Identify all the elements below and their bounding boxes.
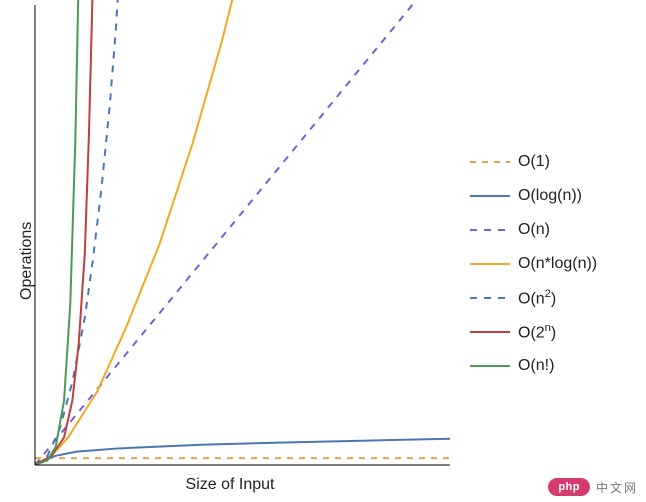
legend-swatch-onlogn [470,254,510,274]
legend-swatch-o2n [470,322,510,342]
legend-item-o2n: O(2n) [470,315,597,349]
legend-item-ologn: O(log(n)) [470,179,597,213]
legend-item-onlogn: O(n*log(n)) [470,247,597,281]
series-ologn [35,439,450,465]
legend-item-on: O(n) [470,213,597,247]
x-axis-label: Size of Input [0,476,460,494]
legend-item-o1: O(1) [470,145,597,179]
legend-item-onfact: O(n!) [470,349,597,383]
watermark-pill: php [548,478,590,496]
legend-label-onfact: O(n!) [518,357,554,375]
legend-swatch-onfact [470,356,510,376]
legend-label-o2n: O(2n) [518,322,556,342]
watermark: php 中文网 [548,478,638,496]
y-axis-label: Operations [18,222,36,300]
legend-swatch-ologn [470,186,510,206]
legend-label-o1: O(1) [518,153,550,171]
legend-label-onlogn: O(n*log(n)) [518,255,597,273]
legend-item-on2: O(n2) [470,281,597,315]
legend-label-ologn: O(log(n)) [518,187,582,205]
page-root: Operations Size of Input O(1)O(log(n))O(… [0,0,646,502]
legend-label-on: O(n) [518,221,550,239]
legend-swatch-o1 [470,152,510,172]
watermark-cn: 中文网 [596,479,638,496]
legend-swatch-on2 [470,288,510,308]
legend-label-on2: O(n2) [518,288,556,308]
legend-swatch-on [470,220,510,240]
series-onlogn [35,0,243,465]
series-on [35,0,450,465]
legend: O(1) O(log(n)) O(n) O(n*log(n)) O(n2) O(2n) O(… [470,145,597,383]
